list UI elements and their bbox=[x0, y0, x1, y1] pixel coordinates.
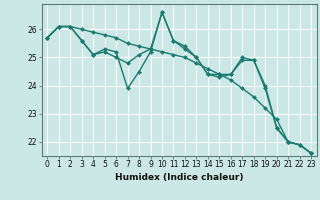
X-axis label: Humidex (Indice chaleur): Humidex (Indice chaleur) bbox=[115, 173, 244, 182]
